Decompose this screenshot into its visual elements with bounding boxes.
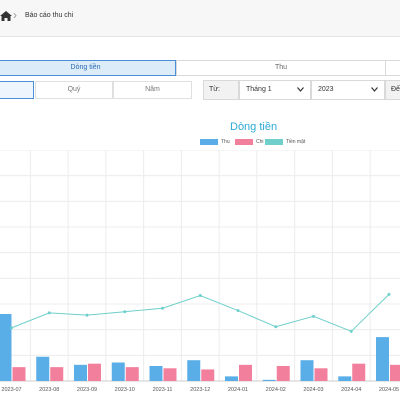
point-tien-mat — [312, 314, 315, 318]
month-select-value: Tháng 1 — [246, 86, 272, 93]
point-tien-mat — [387, 292, 391, 296]
chevron-down-icon — [297, 87, 304, 92]
breadcrumb-bar: › Báo cáo thu chi — [0, 0, 400, 37]
year-select-value: 2023 — [318, 86, 334, 93]
legend-swatch-tien-mat — [265, 139, 283, 145]
bar-thu — [0, 314, 12, 381]
period-quarter-button[interactable]: Quý — [35, 81, 113, 99]
breadcrumb-current: Báo cáo thu chi — [25, 12, 74, 19]
bar-chi — [390, 364, 400, 381]
x-tick-label: 2023-12 — [190, 387, 210, 393]
x-tick-label: 2024-02 — [266, 387, 286, 393]
bar-chi — [352, 363, 366, 381]
year-select[interactable]: 2023 — [311, 80, 385, 100]
point-tien-mat — [123, 310, 127, 314]
bar-thu — [149, 365, 163, 381]
bar-chi — [314, 368, 328, 381]
x-tick-label: 2024-01 — [228, 387, 248, 393]
bar-chi — [276, 365, 290, 381]
bar-thu — [74, 364, 87, 381]
bar-chi — [12, 367, 26, 381]
x-tick-label: 2024-03 — [303, 387, 323, 393]
period-month-button[interactable] — [0, 81, 34, 99]
x-tick-label: 2023-11 — [153, 387, 173, 393]
bar-chi — [163, 368, 177, 381]
tab-next[interactable] — [385, 60, 400, 76]
bar-thu — [300, 360, 314, 381]
point-tien-mat — [198, 294, 202, 298]
x-tick-label: 2023-10 — [115, 387, 135, 393]
point-tien-mat — [161, 306, 164, 310]
tab-dong-tien[interactable]: Dòng tiền — [0, 60, 176, 76]
x-tick-label: 2023-08 — [39, 387, 59, 393]
legend-label-tien-mat: Tiền mặt — [286, 139, 306, 145]
bar-thu — [225, 376, 238, 381]
bar-chi — [125, 367, 139, 381]
x-tick-label: 2024-05 — [379, 387, 399, 393]
x-tick-label: 2023-09 — [77, 387, 97, 393]
legend-label-chi: Chi — [256, 139, 264, 145]
point-tien-mat — [274, 325, 278, 329]
point-tien-mat — [47, 311, 51, 315]
bar-thu — [187, 360, 201, 381]
bar-chi — [88, 363, 101, 381]
chevron-down-icon — [371, 87, 378, 92]
period-year-button[interactable]: Năm — [113, 81, 192, 99]
bar-chi — [50, 367, 64, 381]
bar-thu — [36, 356, 50, 381]
point-tien-mat — [349, 329, 353, 333]
bar-thu — [376, 337, 389, 381]
bar-chi — [201, 369, 215, 381]
point-tien-mat — [10, 326, 13, 330]
chart-title: Dòng tiền — [230, 121, 278, 133]
home-icon[interactable] — [0, 10, 12, 22]
bar-thu — [111, 362, 125, 381]
bar-thu — [338, 376, 352, 381]
point-tien-mat — [85, 313, 89, 317]
legend-swatch-chi — [235, 139, 253, 145]
cash-flow-chart: 2023-07 2023-08 2023-09 2023-10 2023-11 2023-… — [0, 150, 400, 393]
month-select[interactable]: Tháng 1 — [239, 80, 311, 100]
x-tick-label: 2024-04 — [341, 387, 361, 393]
x-tick-label: 2023-07 — [1, 387, 21, 393]
tab-thu[interactable]: Thu — [176, 60, 386, 76]
point-tien-mat — [236, 309, 240, 313]
bar-chi — [239, 364, 252, 381]
chevron-right-icon: › — [13, 8, 17, 22]
to-label: Đến — [385, 80, 400, 100]
bar-thu — [262, 379, 276, 381]
legend-swatch-thu — [200, 139, 218, 145]
legend-label-thu: Thu — [221, 139, 230, 145]
from-label: Từ: — [203, 80, 239, 100]
